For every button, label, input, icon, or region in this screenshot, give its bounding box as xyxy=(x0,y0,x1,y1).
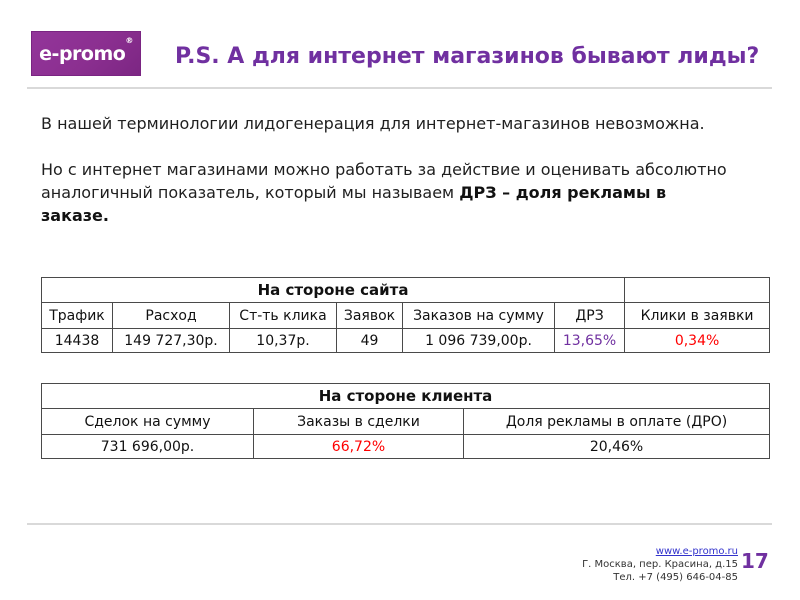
table-header-cell: Заказы в сделки xyxy=(253,408,464,435)
table-header-cell: Заказов на сумму xyxy=(402,302,555,329)
table-header-cell: Клики в заявки xyxy=(624,302,771,329)
site-side-table: На стороне сайта Трафик Расход Ст-ть кли… xyxy=(40,277,771,353)
table-header-cell: Сделок на сумму xyxy=(41,408,254,435)
table-data-cell: 10,37р. xyxy=(229,328,337,353)
table-data-cell-drz: 13,65% xyxy=(553,328,626,353)
table-data-cell-clicks-to-leads: 0,34% xyxy=(624,328,771,353)
e-promo-logo: e-promo® xyxy=(31,31,141,76)
table-data-cell: 1 096 739,00р. xyxy=(402,328,555,353)
footer-divider xyxy=(27,523,772,525)
table-header-cell: Расход xyxy=(112,302,230,329)
body-paragraph-2: Но с интернет магазинами можно работать … xyxy=(41,158,736,227)
table-data-cell: 49 xyxy=(336,328,403,353)
logo-text: e-promo® xyxy=(39,35,133,65)
table-data-cell: 149 727,30р. xyxy=(112,328,230,353)
client-table-title: На стороне клиента xyxy=(40,383,771,409)
site-table-title: На стороне сайта xyxy=(40,277,626,303)
site-table-empty-cell xyxy=(624,277,771,303)
table-data-cell-dro: 20,46% xyxy=(462,434,771,459)
body-paragraph-2-bold: ДРЗ – доля рекламы в заказе. xyxy=(41,183,667,225)
table-header-cell: Доля рекламы в оплате (ДРО) xyxy=(462,408,771,435)
page-number: 17 xyxy=(741,549,769,573)
footer-phone: Тел. +7 (495) 646-04-85 xyxy=(613,572,738,583)
table-header-cell: Заявок xyxy=(336,302,403,329)
table-data-cell: 731 696,00р. xyxy=(41,434,254,459)
body-text: В нашей терминологии лидогенерация для и… xyxy=(41,112,736,227)
registered-trademark-icon: ® xyxy=(125,35,133,45)
slide-title: P.S. А для интернет магазинов бывают лид… xyxy=(175,44,760,69)
website-link[interactable]: www.e-promo.ru xyxy=(655,546,738,557)
table-header-cell: Трафик xyxy=(41,302,113,329)
body-paragraph-1: В нашей терминологии лидогенерация для и… xyxy=(41,114,705,133)
footer-website-line: www.e-promo.ru xyxy=(438,545,738,558)
table-data-cell-orders-to-deals: 66,72% xyxy=(253,434,464,459)
table-header-cell: ДРЗ xyxy=(553,302,626,329)
table-header-cell: Ст-ть клика xyxy=(229,302,337,329)
client-side-table: На стороне клиента Сделок на сумму Заказ… xyxy=(40,383,771,459)
footer-contact-block: www.e-promo.ru Г. Москва, пер. Красина, … xyxy=(438,545,738,584)
body-paragraph-2-normal: Но с интернет магазинами можно работать … xyxy=(41,160,727,202)
header-divider xyxy=(27,87,772,89)
table-data-cell: 14438 xyxy=(41,328,113,353)
footer-address: Г. Москва, пер. Красина, д.15 xyxy=(582,559,738,570)
